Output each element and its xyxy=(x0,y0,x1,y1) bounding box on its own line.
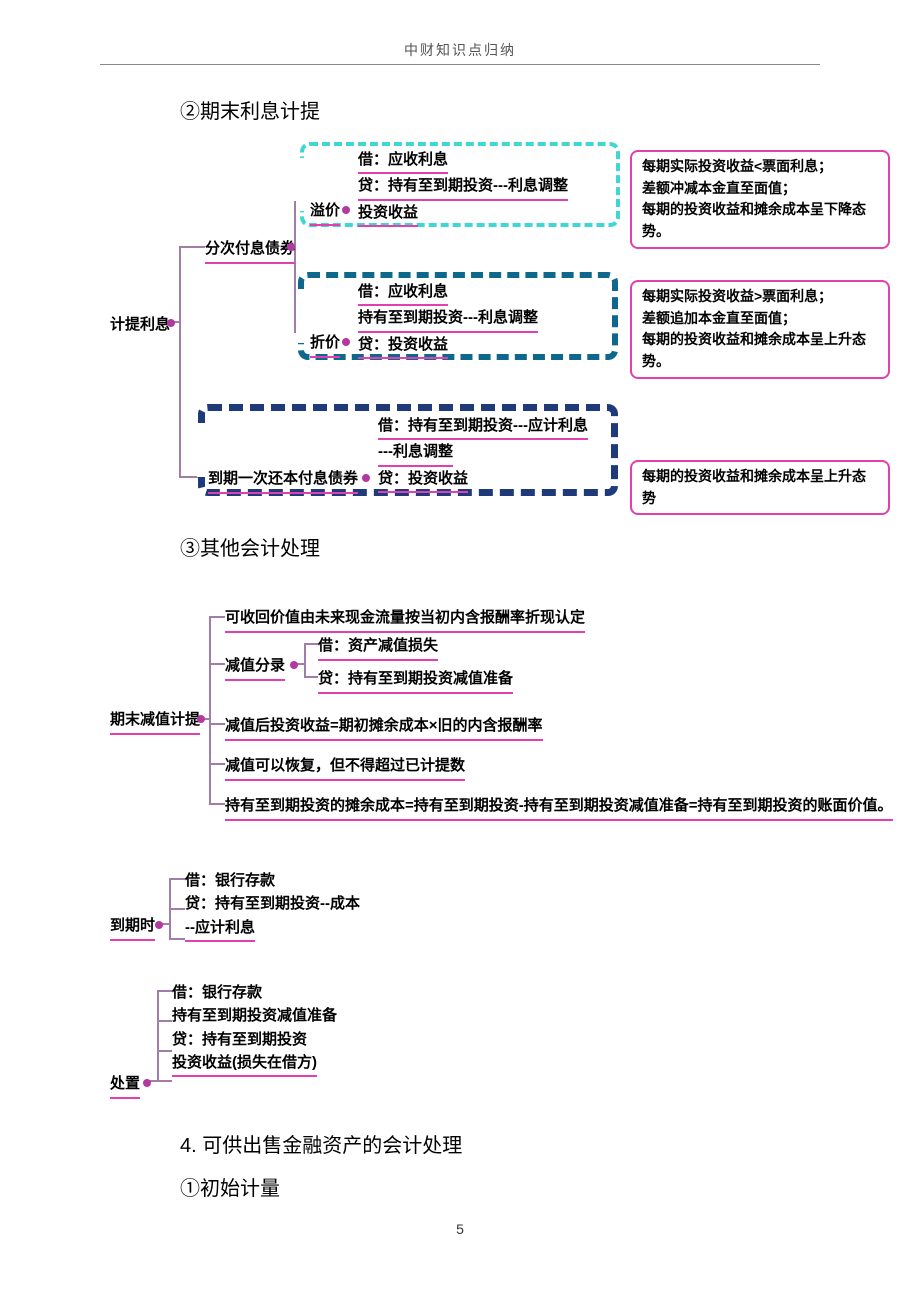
heading-3: ③其他会计处理 xyxy=(180,532,920,561)
d1-sub2-entries: 借：应收利息 持有至到期投资---利息调整 贷：投资收益 xyxy=(358,280,538,359)
diagram-maturity: 到期时 借：银行存款 贷：持有至到期投资--成本 --应计利息 xyxy=(110,869,610,969)
diagram-impairment: 期末减值计提 可收回价值由未来现金流量按当初内含报酬率折现认定 减值分录 借：资… xyxy=(110,609,910,869)
dot xyxy=(167,319,175,327)
d2-l3: 持有至到期投资的摊余成本=持有至到期投资-持有至到期投资减值准备=持有至到期投资… xyxy=(225,795,905,821)
dot xyxy=(290,661,298,669)
d4-lines: 借：银行存款 持有至到期投资减值准备 贷：持有至到期投资 投资收益(损失在借方) xyxy=(172,981,337,1077)
diagram-interest-accrual: 计提利息 分次付息债券 溢价 借：应收利息 贷：持有至到期投资---利息调整 投… xyxy=(110,142,890,512)
dot xyxy=(197,715,205,723)
d3-root: 到期时 xyxy=(110,915,155,941)
d2-entry1: 贷：持有至到期投资减值准备 xyxy=(318,668,513,694)
dot xyxy=(287,243,295,251)
dot xyxy=(342,206,350,214)
d2-l1: 减值后投资收益=期初摊余成本×旧的内含报酬率 xyxy=(225,715,543,741)
d2-root: 期末减值计提 xyxy=(110,709,200,735)
dot xyxy=(155,921,163,929)
d1-sub2-label: 折价 xyxy=(310,332,340,358)
diagram-disposal: 处置 借：银行存款 持有至到期投资减值准备 贷：持有至到期投资 投资收益(损失在… xyxy=(110,981,610,1111)
d1-b-entries: 借：持有至到期投资---应计利息 ---利息调整 贷：投资收益 xyxy=(378,414,588,493)
d2-entry0: 借：资产减值损失 xyxy=(318,635,438,661)
d2-line-top: 可收回价值由未来现金流量按当初内含报酬率折现认定 xyxy=(225,607,585,633)
page-number: 5 xyxy=(0,1221,920,1237)
d1-sub1-label: 溢价 xyxy=(310,200,340,226)
d3-lines: 借：银行存款 贷：持有至到期投资--成本 --应计利息 xyxy=(185,869,360,942)
d1-branch-b: 到期一次还本付息债券 xyxy=(208,468,358,494)
heading-2: ②期末利息计提 xyxy=(180,95,920,124)
heading-4: 4. 可供出售金融资产的会计处理 xyxy=(180,1129,920,1158)
d1-sub1-entries: 借：应收利息 贷：持有至到期投资---利息调整 投资收益 xyxy=(358,148,568,227)
heading-5: ①初始计量 xyxy=(180,1172,920,1201)
dot xyxy=(362,474,370,482)
page-header: 中财知识点归纳 xyxy=(100,40,820,65)
d1-root: 计提利息 xyxy=(110,314,170,337)
d2-entry-label: 减值分录 xyxy=(225,655,285,681)
d1-sub1-note: 每期实际投资收益<票面利息； 差额冲减本金直至面值； 每期的投资收益和摊余成本呈… xyxy=(630,150,890,249)
d4-root: 处置 xyxy=(110,1073,140,1099)
d1-sub2-note: 每期实际投资收益>票面利息； 差额追加本金直至面值； 每期的投资收益和摊余成本呈… xyxy=(630,280,890,379)
d1-b-note: 每期的投资收益和摊余成本呈上升态势 xyxy=(630,460,890,515)
d2-l2: 减值可以恢复，但不得超过已计提数 xyxy=(225,755,465,781)
dot xyxy=(342,338,350,346)
d1-branch-a: 分次付息债券 xyxy=(205,238,295,264)
dot xyxy=(143,1079,151,1087)
